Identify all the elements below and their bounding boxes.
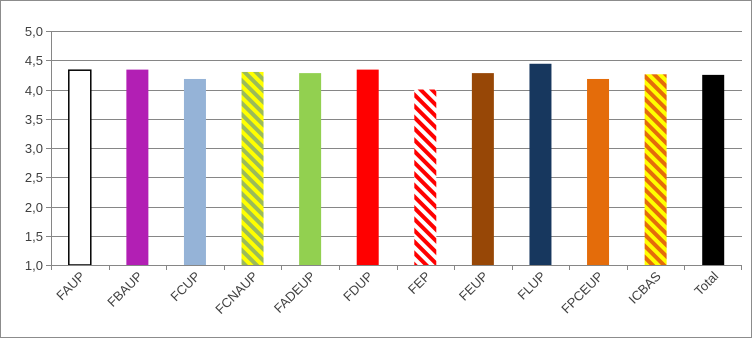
bars xyxy=(68,63,725,266)
bar-fep xyxy=(414,89,437,265)
x-tick-label: FEUP xyxy=(456,269,491,304)
bar-fadeup xyxy=(299,73,322,266)
bar-fdup xyxy=(356,69,379,265)
x-tick-label: FADEUP xyxy=(271,269,318,316)
x-tick-label: FLUP xyxy=(514,269,548,303)
x-tick-label: Total xyxy=(691,268,721,298)
x-tick-label: FDUP xyxy=(340,269,376,305)
y-tick-labels: 1,0 1,5 2,0 2,5 3,0 3,5 4,0 4,5 5,0 xyxy=(25,24,43,273)
y-tick-label: 5,0 xyxy=(25,24,43,39)
y-tick-label: 4,0 xyxy=(25,83,43,98)
x-tick-labels: FAUP FBAUP FCUP FCNAUP FADEUP FDUP FEP FEUP FLUP… xyxy=(53,268,721,317)
x-tick-label: FCNAUP xyxy=(212,269,260,317)
x-tick-label: FBAUP xyxy=(104,269,145,310)
y-tick-label: 4,5 xyxy=(25,53,43,68)
x-tick-label: FPCEUP xyxy=(558,269,606,317)
y-tick-label: 2,5 xyxy=(25,170,43,185)
x-tick-label: FEP xyxy=(405,269,433,297)
bar-faup xyxy=(68,69,92,266)
x-tick-label: FCUP xyxy=(167,269,203,305)
y-tick-label: 2,0 xyxy=(25,200,43,215)
bar-flup xyxy=(529,63,552,266)
bar-fcup xyxy=(183,78,206,265)
y-tick-label: 3,5 xyxy=(25,112,43,127)
bar-feup xyxy=(471,73,494,266)
bar-fpceup xyxy=(587,78,610,265)
bar-icbas xyxy=(644,74,667,265)
bar-total xyxy=(702,74,725,265)
y-tick-label: 1,5 xyxy=(25,229,43,244)
gridlines xyxy=(51,31,742,266)
bar-fcnaup xyxy=(241,71,264,265)
axes xyxy=(46,31,742,270)
y-tick-label: 3,0 xyxy=(25,141,43,156)
x-tick-label: ICBAS xyxy=(626,268,664,306)
y-tick-label: 1,0 xyxy=(25,258,43,273)
x-tick-label: FAUP xyxy=(53,269,88,304)
bar-fbaup xyxy=(126,69,149,265)
